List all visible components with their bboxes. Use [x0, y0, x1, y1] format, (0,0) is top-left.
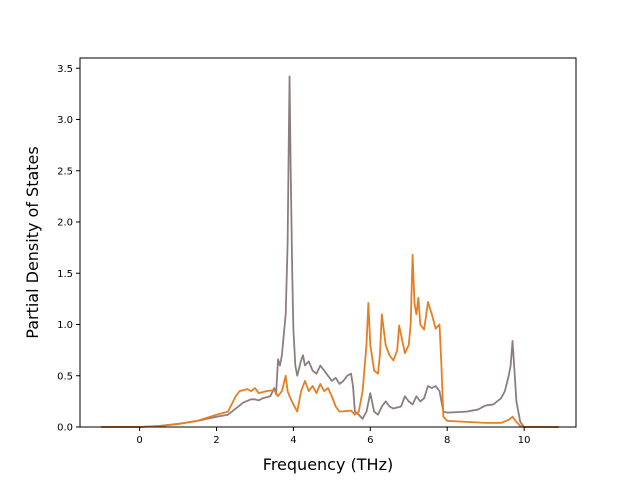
y-tick-label: 3.5 — [57, 64, 73, 75]
x-axis: 0 2 4 6 8 10 — [136, 427, 530, 446]
x-tick-label: 8 — [444, 435, 450, 446]
x-tick-label: 4 — [290, 435, 296, 446]
x-tick-label: 2 — [213, 435, 219, 446]
y-tick-label: 1.0 — [57, 320, 73, 331]
y-axis: 0.0 0.5 1.0 1.5 2.0 2.5 3.0 3.5 — [57, 64, 80, 434]
x-tick-label: 0 — [136, 435, 142, 446]
x-tick-label: 10 — [518, 435, 531, 446]
y-tick-label: 2.5 — [57, 166, 73, 177]
y-tick-label: 3.0 — [57, 115, 73, 126]
x-tick-label: 6 — [367, 435, 373, 446]
y-tick-label: 1.5 — [57, 269, 73, 280]
y-tick-label: 0.5 — [57, 371, 73, 382]
y-tick-label: 0.0 — [57, 423, 73, 434]
y-tick-label: 2.0 — [57, 218, 73, 229]
x-axis-title: Frequency (THz) — [263, 455, 393, 474]
series-line-2 — [101, 253, 559, 428]
plot-frame — [79, 57, 577, 428]
y-axis-title: Partial Density of States — [23, 146, 42, 338]
series-layer — [101, 75, 559, 428]
plot-area: 0 2 4 6 8 10 0.0 0.5 1.0 1.5 2.0 2.5 3.0 3.5 — [57, 57, 577, 446]
